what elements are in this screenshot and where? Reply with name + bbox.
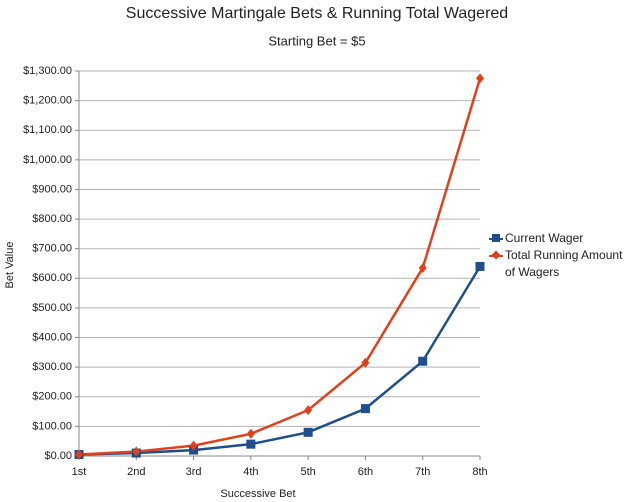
y-tick-label: $1,300.00 <box>23 65 72 77</box>
y-tick-label: $400.00 <box>32 331 72 343</box>
x-tick-label: 3rd <box>186 466 202 478</box>
point <box>361 357 370 368</box>
series-line <box>78 265 482 456</box>
chart-subtitle: Starting Bet = $5 <box>268 33 365 48</box>
y-tick-label: $0.00 <box>44 450 72 462</box>
legend-marker <box>491 250 501 260</box>
point <box>476 73 484 84</box>
y-tick-label: $900.00 <box>32 183 72 195</box>
point <box>189 440 198 451</box>
point <box>246 428 255 439</box>
legend-marker <box>492 234 500 242</box>
point <box>75 449 83 460</box>
x-tick-label: 1st <box>72 466 87 478</box>
y-tick-label: $1,000.00 <box>23 154 72 166</box>
point <box>246 439 256 449</box>
y-axis-title: Bet Value <box>4 242 16 289</box>
point <box>418 262 427 273</box>
y-tick-label: $1,100.00 <box>23 124 72 136</box>
y-tick-label: $500.00 <box>32 302 72 314</box>
legend-item: Current Wager <box>489 230 629 247</box>
point <box>360 404 370 414</box>
y-tick-label: $1,200.00 <box>23 95 72 107</box>
x-tick-label: 2nd <box>127 466 145 478</box>
legend-label: Total Running Amount of Wagers <box>505 248 623 279</box>
point <box>475 261 485 271</box>
y-tick-label: $700.00 <box>32 243 72 255</box>
y-tick-label: $300.00 <box>32 361 72 373</box>
y-tick-label: $800.00 <box>32 213 72 225</box>
y-tick-label: $200.00 <box>32 391 72 403</box>
x-tick-label: 6th <box>358 466 373 478</box>
chart-title: Successive Martingale Bets & Running Tot… <box>126 5 508 22</box>
legend-label: Current Wager <box>505 231 584 245</box>
x-tick-label: 8th <box>472 466 487 478</box>
y-tick-label: $100.00 <box>32 420 72 432</box>
point <box>132 446 141 457</box>
x-tick-label: 5th <box>300 466 315 478</box>
legend: Current Wager Total Running Amount of Wag… <box>489 230 629 281</box>
point <box>304 405 313 416</box>
y-tick-label: $600.00 <box>32 272 72 284</box>
x-axis-title: Successive Bet <box>220 488 295 500</box>
legend-item: Total Running Amount of Wagers <box>489 247 629 281</box>
x-tick-label: 7th <box>415 466 430 478</box>
x-tick-label: 4th <box>243 466 258 478</box>
point <box>418 356 428 366</box>
point <box>303 427 313 437</box>
series-line <box>78 78 482 456</box>
